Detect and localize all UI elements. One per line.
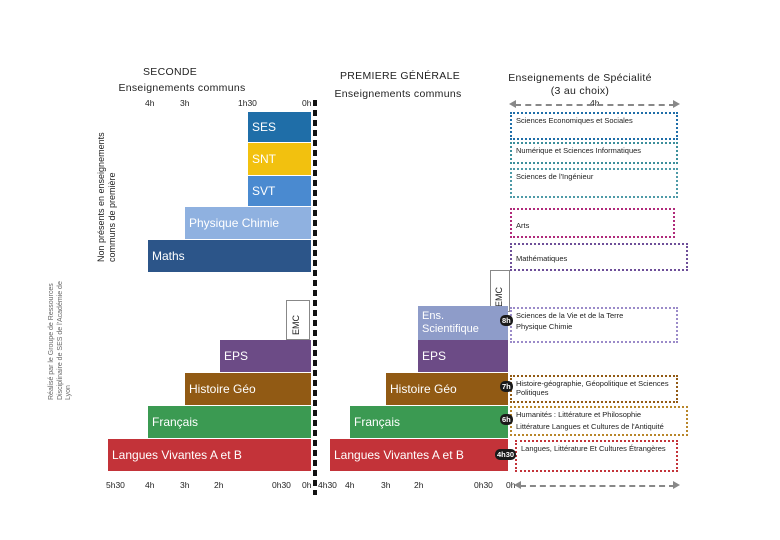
spec-arts-label: Arts [516,221,530,230]
seconde-maths-bar: Maths [148,240,311,272]
seconde-bottom-tick-0h: 0h [302,480,312,490]
spec-physchim-label: Physique Chimie [516,322,573,331]
seconde-snt-bar: SNT [248,143,311,175]
premiere-ens-sci-bar: Ens. Scientifique [418,306,508,340]
spec-hlp-label: Humanités : Littérature et Philosophie [516,410,642,419]
spec-maths: Mathématiques [510,243,688,271]
premiere-langues-bar: Langues Vivantes A et B [330,439,508,471]
seconde-eps-label: EPS [224,349,249,363]
premiere-histgeo-bar: Histoire Géo [386,373,508,405]
seconde-histgeo-label: Histoire Géo [189,382,256,396]
premiere-eps-label: EPS [422,349,447,363]
spec-si-label: Sciences de l'Ingénieur [516,172,594,181]
spec-maths-label: Mathématiques [516,254,568,263]
seconde-maths-label: Maths [152,249,185,263]
seconde-snt-label: SNT [252,152,276,166]
credit-note: Réalisé par le Groupe de Ressources Disc… [48,281,72,400]
seconde-title: SECONDE [142,66,198,78]
premiere-langues-label: Langues Vivantes A et B [334,448,464,462]
seconde-ses-bar: SES [248,112,311,142]
seconde-bottom-tick-4h: 4h [145,480,155,490]
spec-ses: Sciences Economiques et Sociales [510,112,678,140]
seconde-top-tick-1h30: 1h30 [238,98,257,108]
spec-nsi: Numérique et Sciences Informatiques [510,142,678,164]
bottom-scale-line [520,485,675,487]
seconde-svt-label: SVT [252,184,276,198]
specialites-scale-arrow-right [673,100,680,108]
seconde-francais-label: Français [152,415,199,429]
spec-hlp-hours: 6h [500,414,513,425]
premiere-bottom-tick-3h: 3h [381,480,391,490]
spec-hggsp: Histoire-géographie, Géopolitique et Sci… [510,375,678,403]
seconde-langues-label: Langues Vivantes A et B [112,448,242,462]
spec-hggsp-label: Histoire-géographie, Géopolitique et Sci… [516,379,669,397]
premiere-bottom-tick-0h30: 0h30 [474,480,493,490]
spec-hggsp-hours: 7h [500,381,513,392]
specialites-title: Enseignements de Spécialité (3 au choix) [508,72,652,97]
premiere-emc-label: EMC [494,287,504,307]
seconde-ses-label: SES [252,120,277,134]
seconde-francais-bar: Français [148,406,311,438]
premiere-ens-sci-label: Ens. Scientifique [422,310,479,335]
premiere-eps-bar: EPS [418,340,508,372]
spec-ses-label: Sciences Economiques et Sociales [516,116,633,125]
premiere-francais-label: Français [354,415,401,429]
spec-svt-label: Sciences de la Vie et de la Terre [516,311,624,320]
seconde-bottom-tick-5h30: 5h30 [106,480,125,490]
seconde-emc-label: EMC [291,315,301,335]
spec-arts: Arts [510,208,675,238]
spec-svt: Sciences de la Vie et de la Terre Physiq… [510,307,678,343]
specialites-scale-arrow-left [509,100,516,108]
seconde-top-tick-4h: 4h [145,98,155,108]
seconde-physchim-label: Physique Chimie [189,216,280,230]
seconde-eps-bar: EPS [220,340,311,372]
premiere-bottom-tick-2h: 2h [414,480,424,490]
spec-nsi-label: Numérique et Sciences Informatiques [516,146,642,155]
seconde-bottom-tick-2h: 2h [214,480,224,490]
specialites-top-tick: 4h [590,98,600,108]
seconde-emc-bar: EMC [286,300,310,340]
premiere-title: PREMIERE GÉNÉRALE [339,70,461,82]
premiere-subtitle: Enseignements communs [334,88,462,100]
seconde-bottom-tick-3h: 3h [180,480,190,490]
premiere-bottom-tick-4h30: 4h30 [318,480,337,490]
spec-svt-hours: 8h [500,315,513,326]
seconde-top-tick-3h: 3h [180,98,190,108]
spec-llcer: Langues, Littérature Et Cultures Étrangè… [515,440,678,472]
premiere-bottom-tick-4h: 4h [345,480,355,490]
seconde-side-note: Non présents en enseignements communs de… [96,132,117,262]
premiere-bottom-tick-0h: 0h [506,480,516,490]
bottom-scale-arrow-left [514,481,521,489]
spec-hlp-llca: Humanités : Littérature et Philosophie L… [510,406,688,436]
premiere-francais-bar: Français [350,406,508,438]
seconde-svt-bar: SVT [248,176,311,206]
premiere-histgeo-label: Histoire Géo [390,382,457,396]
seconde-physchim-bar: Physique Chimie [185,207,311,239]
seconde-top-tick-0h: 0h [302,98,312,108]
seconde-subtitle: Enseignements communs [118,82,246,94]
spec-llcer-label: Langues, Littérature Et Cultures Étrangè… [521,444,666,453]
bottom-scale-arrow-right [673,481,680,489]
seconde-histgeo-bar: Histoire Géo [185,373,311,405]
spec-si: Sciences de l'Ingénieur [510,168,678,198]
seconde-langues-bar: Langues Vivantes A et B [108,439,311,471]
center-divider [313,100,317,495]
seconde-bottom-tick-0h30: 0h30 [272,480,291,490]
spec-llca-label: Littérature Langues et Cultures de l'Ant… [516,422,664,431]
specialites-scale-line [515,104,675,106]
spec-llcer-hours: 4h30 [495,449,517,460]
